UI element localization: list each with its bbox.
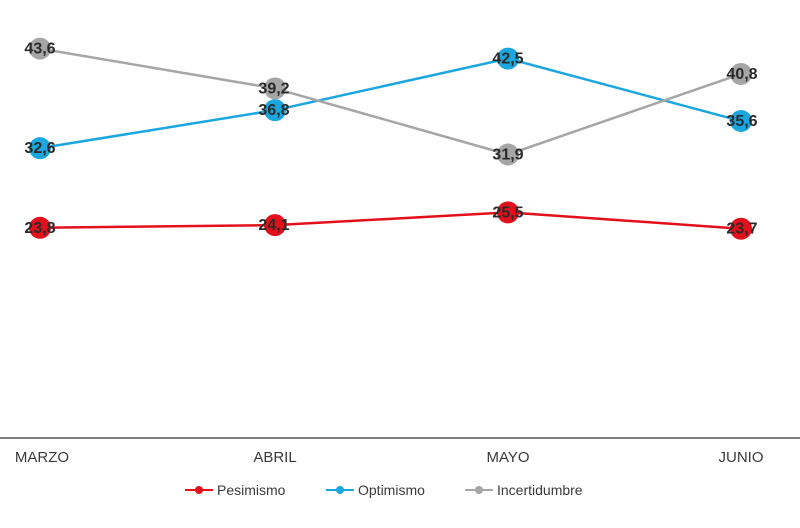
legend-marker-pesimismo [195,486,203,494]
point-incertidumbre-mayo [497,143,519,166]
point-incertidumbre-marzo [29,37,51,60]
legend-label-incertidumbre: Incertidumbre [497,482,583,498]
x-tick-marzo: MARZO [15,449,69,466]
point-pesimismo-marzo [29,216,51,239]
data-label-pesimismo-marzo: 23,8 [24,220,55,237]
data-label-pesimismo-abril: 24,1 [258,217,289,234]
point-pesimismo-mayo [497,201,519,224]
point-optimismo-abril [264,99,286,122]
x-tick-abril: ABRIL [253,449,296,466]
point-optimismo-junio [730,110,752,133]
data-label-optimismo-abril: 36,8 [258,102,289,119]
data-label-optimismo-junio: 35,6 [726,113,757,130]
x-tick-labels: MARZO ABRIL MAYO JUNIO [15,449,764,466]
x-tick-mayo: MAYO [486,449,529,466]
data-label-optimismo-marzo: 32,6 [24,140,55,157]
data-label-pesimismo-junio: 23,7 [726,221,757,238]
x-tick-junio: JUNIO [719,449,764,466]
series-line-incertidumbre [39,47,742,156]
point-incertidumbre-junio [730,62,752,85]
legend-label-pesimismo: Pesimismo [217,482,286,498]
point-optimismo-marzo [29,137,51,160]
legend-marker-optimismo [336,486,344,494]
data-label-pesimismo-mayo: 25,5 [492,204,523,221]
data-label-optimismo-mayo: 42,5 [492,51,523,68]
point-optimismo-mayo [497,47,519,70]
data-points [29,37,752,240]
data-label-incertidumbre-mayo: 31,9 [492,147,523,164]
point-incertidumbre-abril [264,77,286,100]
legend-label-optimismo: Optimismo [358,482,425,498]
legend: Pesimismo Optimismo Incertidumbre [185,482,583,498]
data-label-incertidumbre-junio: 40,8 [726,66,757,83]
point-pesimismo-abril [264,214,286,237]
series-line-pesimismo [39,211,742,230]
point-pesimismo-junio [730,217,752,240]
series-lines [39,47,742,230]
series-line-optimismo [39,57,742,150]
data-labels: 23,8 24,1 25,5 23,7 32,6 36,8 42,5 35,6 43,6 39,2… [24,41,757,238]
data-label-incertidumbre-abril: 39,2 [258,80,289,97]
data-label-incertidumbre-marzo: 43,6 [24,41,55,58]
legend-marker-incertidumbre [475,486,483,494]
